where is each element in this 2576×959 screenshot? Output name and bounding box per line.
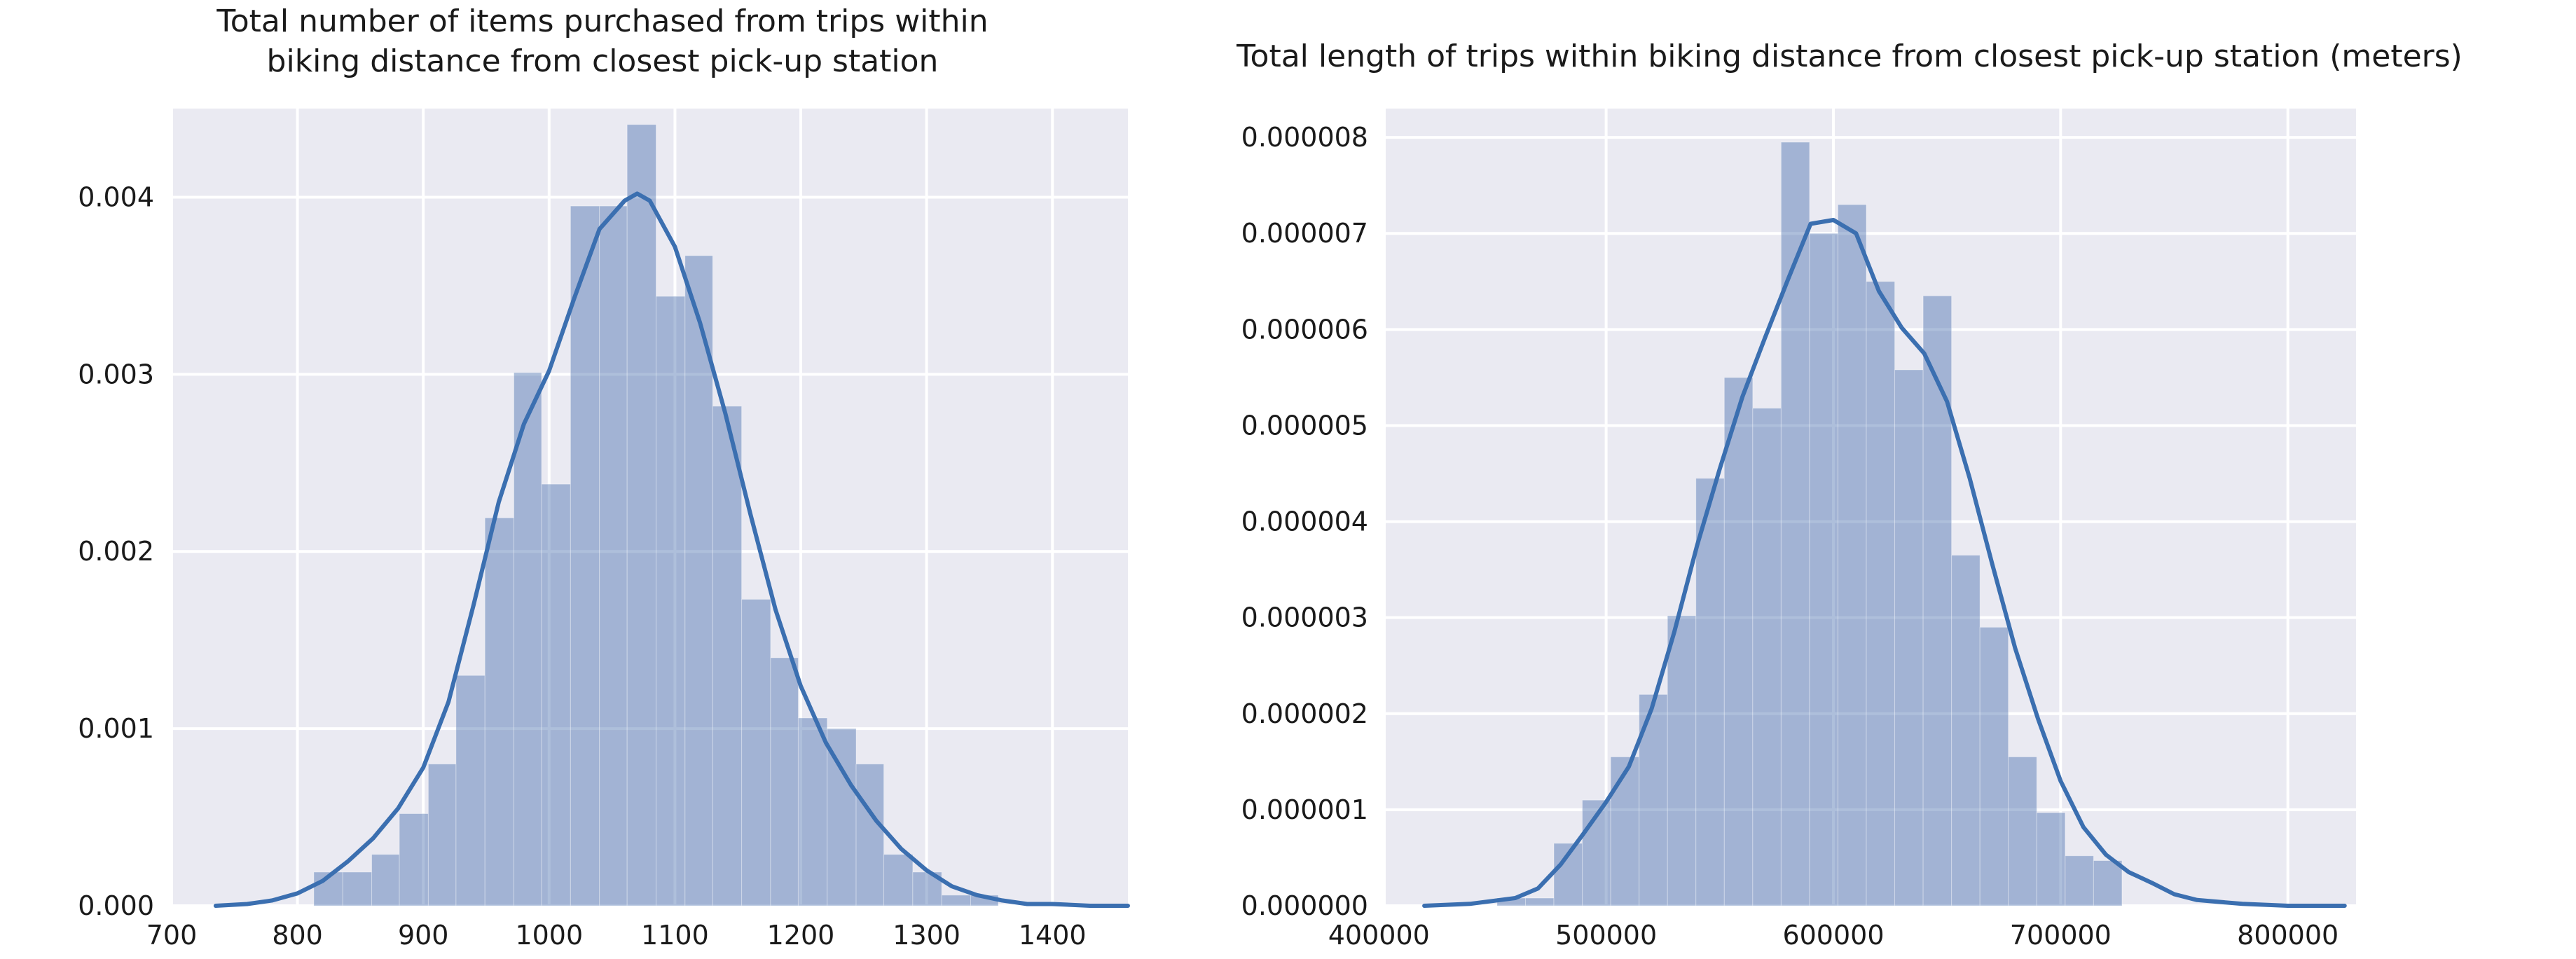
histogram-bar <box>1866 281 1896 906</box>
x-tick-label: 1400 <box>1019 920 1087 951</box>
plot-area <box>172 109 1128 906</box>
histogram-bar <box>855 764 885 906</box>
plot-area <box>1386 109 2356 906</box>
y-tick-label: 0.000004 <box>1241 506 1368 537</box>
histogram-bar <box>342 871 373 906</box>
x-tick-label: 500000 <box>1555 920 1657 951</box>
x-tick-label: 900 <box>398 920 449 951</box>
histogram-bar <box>1894 369 1924 906</box>
y-tick-label: 0.000005 <box>1241 410 1368 441</box>
histogram-bar <box>514 372 542 906</box>
x-tick-label: 800 <box>272 920 323 951</box>
x-tick-label: 400000 <box>1328 920 1430 951</box>
chart-title: Total number of items purchased from tri… <box>216 4 988 79</box>
y-tick-label: 0.000007 <box>1241 218 1368 249</box>
y-tick-label: 0.000008 <box>1241 122 1368 153</box>
histogram-bar <box>371 854 400 906</box>
x-tick-label: 600000 <box>1782 920 1884 951</box>
histogram-bar <box>883 854 914 906</box>
histogram-bar <box>313 871 343 906</box>
x-tick-label: 700 <box>146 920 198 951</box>
histogram-bar <box>1524 897 1555 906</box>
y-tick-label: 0.000 <box>78 890 154 921</box>
histogram-bar <box>1723 377 1754 906</box>
histogram-bar <box>2008 756 2037 906</box>
y-tick-label: 0.000001 <box>1241 794 1368 825</box>
histogram-bar <box>427 764 457 906</box>
histogram-bar <box>455 675 485 906</box>
histogram-bar <box>1837 204 1867 906</box>
x-tick-label: 1200 <box>767 920 835 951</box>
histogram-bar <box>2065 855 2094 906</box>
histogram-bar <box>712 406 743 906</box>
y-tick-label: 0.004 <box>78 181 154 212</box>
histogram-bar <box>399 813 429 906</box>
histogram-items-purchased: 700 800 900 1000 1100 1200 1300 1400 0.000 0.001 0… <box>78 4 1130 951</box>
histogram-bar <box>797 717 828 906</box>
histogram-bar <box>741 599 771 906</box>
x-tick-label: 800000 <box>2237 920 2339 951</box>
x-tick-label: 1000 <box>515 920 583 951</box>
y-tick-label: 0.000002 <box>1241 698 1368 729</box>
histogram-bar <box>1979 626 2009 906</box>
histogram-bar <box>827 728 857 906</box>
histogram-bar <box>655 296 686 906</box>
x-tick-label: 1100 <box>641 920 709 951</box>
histogram-bar <box>2093 860 2123 906</box>
histogram-bar <box>484 517 515 906</box>
histogram-bar <box>1610 756 1640 906</box>
histogram-bar <box>599 205 628 906</box>
histogram-bar <box>1922 295 1952 906</box>
histogram-bar <box>626 124 656 906</box>
chart-title-line: Total number of items purchased from tri… <box>216 4 988 39</box>
y-tick-label: 0.000003 <box>1241 602 1368 633</box>
histogram-bar <box>1780 142 1810 906</box>
histogram-bar <box>1752 408 1782 906</box>
y-tick-label: 0.000006 <box>1241 314 1368 345</box>
histogram-bar <box>684 255 713 906</box>
x-tick-label: 1300 <box>893 920 960 951</box>
y-tick-label: 0.002 <box>78 536 154 567</box>
x-tick-label: 700000 <box>2010 920 2112 951</box>
chart-title: Total length of trips within biking dist… <box>1236 39 2463 74</box>
y-tick-label: 0.003 <box>78 359 154 389</box>
histogram-bar <box>1951 555 1981 906</box>
kde-line <box>213 191 1130 908</box>
histogram-bar <box>941 895 971 906</box>
histogram-trip-length: 400000 500000 600000 700000 800000 0.000000 0.… <box>1236 39 2463 951</box>
histogram-bar <box>570 205 600 906</box>
chart-title-line: biking distance from closest pick-up sta… <box>267 43 939 79</box>
y-tick-label: 0.001 <box>78 713 154 744</box>
histogram-bar <box>1809 233 1838 906</box>
histogram-bar <box>541 483 571 906</box>
histogram-bar <box>1667 615 1697 906</box>
kde-line <box>1422 218 2347 908</box>
chart-title-line: Total length of trips within biking dist… <box>1236 39 2463 74</box>
histogram-bar <box>770 657 799 906</box>
y-tick-label: 0.000000 <box>1241 890 1368 921</box>
histogram-bar <box>2036 812 2066 906</box>
histogram-bar <box>1695 478 1725 906</box>
